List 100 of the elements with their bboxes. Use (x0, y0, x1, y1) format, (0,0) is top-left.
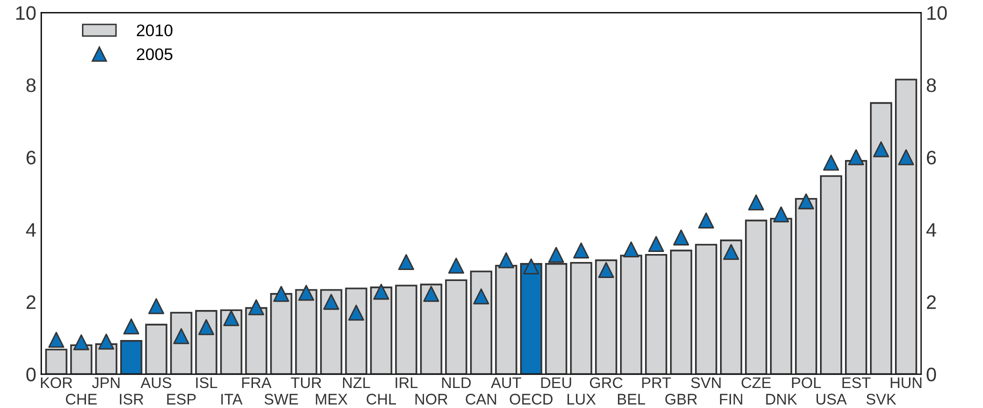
legend-label: 2010 (136, 24, 172, 36)
y-tick-label: 10 (16, 6, 36, 20)
point (298, 284, 314, 301)
x-tick-label: GRC (590, 377, 623, 388)
point (548, 246, 564, 263)
x-tick-label: AUS (140, 377, 172, 388)
point (373, 284, 390, 300)
x-tick-label: PRT (642, 377, 671, 388)
x-tick-label: OECD (510, 394, 553, 405)
x-tick-label: JPN (92, 377, 120, 388)
bar (870, 102, 892, 374)
point (223, 310, 240, 326)
y2-tick-label: 6 (926, 150, 936, 164)
bar (820, 175, 842, 374)
bar (370, 286, 392, 374)
bar (345, 288, 368, 374)
point (198, 319, 214, 336)
bar (195, 310, 218, 374)
bar (395, 284, 418, 374)
point (873, 141, 890, 158)
bar (170, 312, 192, 374)
point (798, 193, 814, 210)
x-tick-label: FRA (242, 377, 272, 388)
bar (120, 340, 142, 374)
x-tick-label: SVN (691, 377, 721, 388)
point (273, 286, 290, 302)
x-tick-label: CAN (466, 394, 496, 405)
y2-tick-label: 4 (926, 223, 936, 237)
point (123, 318, 140, 334)
x-tick-label: DNK (766, 394, 798, 404)
bar (570, 262, 592, 374)
point (748, 194, 764, 210)
point (48, 332, 64, 348)
x-tick-label: ITA (221, 394, 243, 404)
point (98, 334, 114, 350)
point (323, 294, 340, 310)
point (773, 206, 790, 222)
point (898, 149, 914, 166)
point (423, 286, 440, 302)
x-tick-label: SVK (866, 394, 896, 405)
x-tick-label: CZE (742, 377, 771, 388)
point (148, 298, 164, 314)
x-tick-label: NOR (415, 394, 448, 405)
x-tick-label: CHL (366, 394, 396, 405)
point (698, 212, 714, 228)
bar (670, 250, 692, 374)
x-tick-label: ISR (120, 394, 144, 405)
bar (695, 244, 718, 374)
legend-label: 2005 (136, 48, 172, 60)
point (673, 230, 690, 246)
x-tick-label: ESP (167, 394, 196, 405)
bar (470, 270, 492, 374)
point (648, 236, 664, 252)
y2-tick-label: 0 (926, 368, 936, 382)
point (598, 262, 614, 278)
y-tick-label: 6 (26, 150, 36, 164)
bar (795, 198, 818, 374)
y-tick-label: 8 (26, 78, 36, 92)
x-tick-label: POL (792, 377, 821, 388)
x-tick-label: DEU (541, 377, 572, 388)
x-tick-label: LUX (568, 394, 596, 405)
x-tick-label: NZL (343, 377, 370, 388)
y-tick-label: 2 (26, 295, 36, 309)
x-tick-label: USA (816, 394, 847, 405)
x-tick-label: AUT (490, 377, 522, 388)
point (473, 288, 490, 304)
point (523, 258, 540, 274)
x-tick-label: IRL (396, 377, 418, 388)
x-tick-label: BEL (618, 394, 646, 404)
bar (295, 289, 318, 374)
y2-tick-label: 2 (926, 295, 936, 309)
point (623, 241, 640, 258)
bar (645, 254, 668, 374)
point (848, 149, 864, 166)
point (498, 252, 514, 268)
bar (745, 220, 768, 374)
point (823, 154, 840, 171)
point (398, 254, 414, 270)
x-tick-label: HUN (890, 377, 922, 388)
x-tick-label: SWE (264, 394, 298, 405)
bar (894, 78, 918, 374)
bar (320, 289, 342, 374)
bar (145, 324, 168, 374)
y2-tick-label: 8 (926, 78, 936, 92)
x-tick-label: ISL (196, 377, 218, 388)
point (348, 304, 364, 321)
y-tick-label: 0 (26, 368, 36, 382)
bar (420, 284, 442, 374)
x-tick-label: NLD (442, 377, 471, 388)
y-tick-label: 4 (26, 223, 36, 237)
x-tick-label: KOR (40, 377, 72, 388)
point (448, 258, 464, 274)
x-tick-label: GBR (665, 394, 697, 405)
point (573, 242, 590, 258)
bar (445, 279, 468, 374)
point (73, 334, 90, 350)
x-tick-label: EST (842, 377, 871, 388)
x-tick-label: TUR (290, 377, 322, 388)
bar (720, 240, 742, 374)
point (248, 299, 264, 316)
